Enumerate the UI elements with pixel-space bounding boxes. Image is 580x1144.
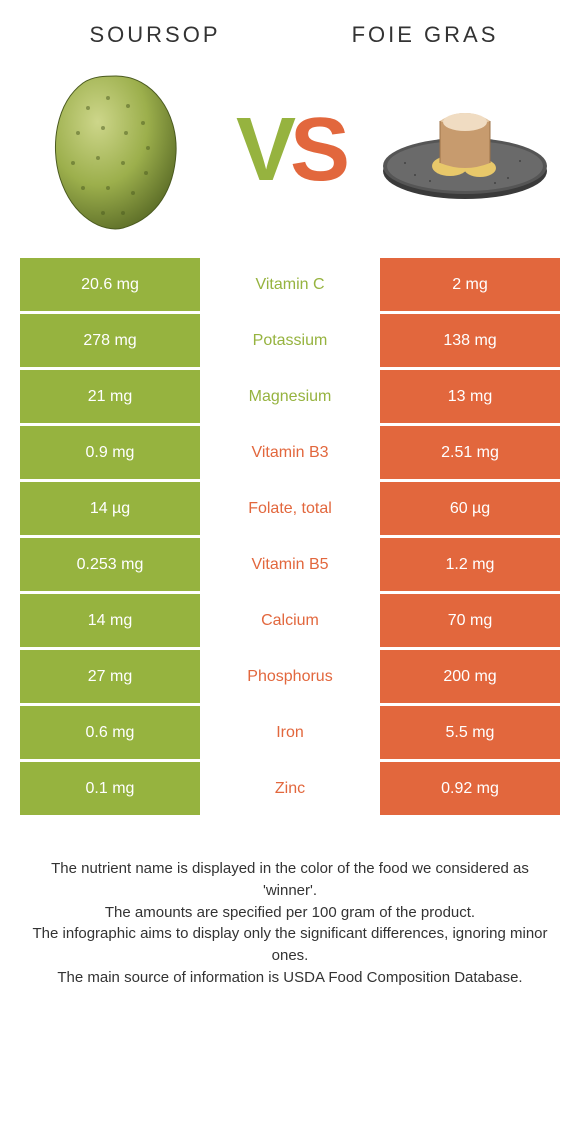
right-value: 138 mg <box>380 314 560 367</box>
nutrient-name: Vitamin B5 <box>200 538 380 591</box>
comparison-table: 20.6 mgVitamin C2 mg278 mgPotassium138 m… <box>0 258 580 815</box>
food-right-title: FOIE GRAS <box>290 22 560 48</box>
right-value: 200 mg <box>380 650 560 703</box>
nutrient-name: Zinc <box>200 762 380 815</box>
footer-line: The amounts are specified per 100 gram o… <box>30 902 550 924</box>
nutrient-name: Phosphorus <box>200 650 380 703</box>
table-row: 27 mgPhosphorus200 mg <box>20 650 560 703</box>
vs-s: S <box>290 100 344 200</box>
food-left-title: SOURSOP <box>20 22 290 48</box>
right-value: 13 mg <box>380 370 560 423</box>
right-value: 60 µg <box>380 482 560 535</box>
left-value: 0.9 mg <box>20 426 200 479</box>
left-value: 0.253 mg <box>20 538 200 591</box>
nutrient-name: Magnesium <box>200 370 380 423</box>
left-value: 14 µg <box>20 482 200 535</box>
vs-label: VS <box>236 99 344 202</box>
left-value: 14 mg <box>20 594 200 647</box>
nutrient-name: Vitamin B3 <box>200 426 380 479</box>
right-value: 2 mg <box>380 258 560 311</box>
footer-line: The main source of information is USDA F… <box>30 967 550 989</box>
left-value: 27 mg <box>20 650 200 703</box>
hero-row: VS <box>0 58 580 258</box>
right-value: 0.92 mg <box>380 762 560 815</box>
right-value: 70 mg <box>380 594 560 647</box>
right-value: 1.2 mg <box>380 538 560 591</box>
left-value: 21 mg <box>20 370 200 423</box>
table-row: 20.6 mgVitamin C2 mg <box>20 258 560 311</box>
table-row: 14 mgCalcium70 mg <box>20 594 560 647</box>
nutrient-name: Folate, total <box>200 482 380 535</box>
table-row: 278 mgPotassium138 mg <box>20 314 560 367</box>
nutrient-name: Iron <box>200 706 380 759</box>
right-value: 2.51 mg <box>380 426 560 479</box>
soursop-image <box>30 68 200 233</box>
table-row: 21 mgMagnesium13 mg <box>20 370 560 423</box>
left-value: 20.6 mg <box>20 258 200 311</box>
left-value: 0.6 mg <box>20 706 200 759</box>
left-value: 278 mg <box>20 314 200 367</box>
table-row: 14 µgFolate, total60 µg <box>20 482 560 535</box>
table-row: 0.6 mgIron5.5 mg <box>20 706 560 759</box>
left-value: 0.1 mg <box>20 762 200 815</box>
vs-v: V <box>236 100 290 200</box>
right-value: 5.5 mg <box>380 706 560 759</box>
footer-line: The nutrient name is displayed in the co… <box>30 858 550 902</box>
table-row: 0.253 mgVitamin B51.2 mg <box>20 538 560 591</box>
table-row: 0.9 mgVitamin B32.51 mg <box>20 426 560 479</box>
table-row: 0.1 mgZinc0.92 mg <box>20 762 560 815</box>
footer-notes: The nutrient name is displayed in the co… <box>0 818 580 1009</box>
nutrient-name: Potassium <box>200 314 380 367</box>
foie-gras-image <box>380 93 550 208</box>
nutrient-name: Vitamin C <box>200 258 380 311</box>
nutrient-name: Calcium <box>200 594 380 647</box>
footer-line: The infographic aims to display only the… <box>30 923 550 967</box>
